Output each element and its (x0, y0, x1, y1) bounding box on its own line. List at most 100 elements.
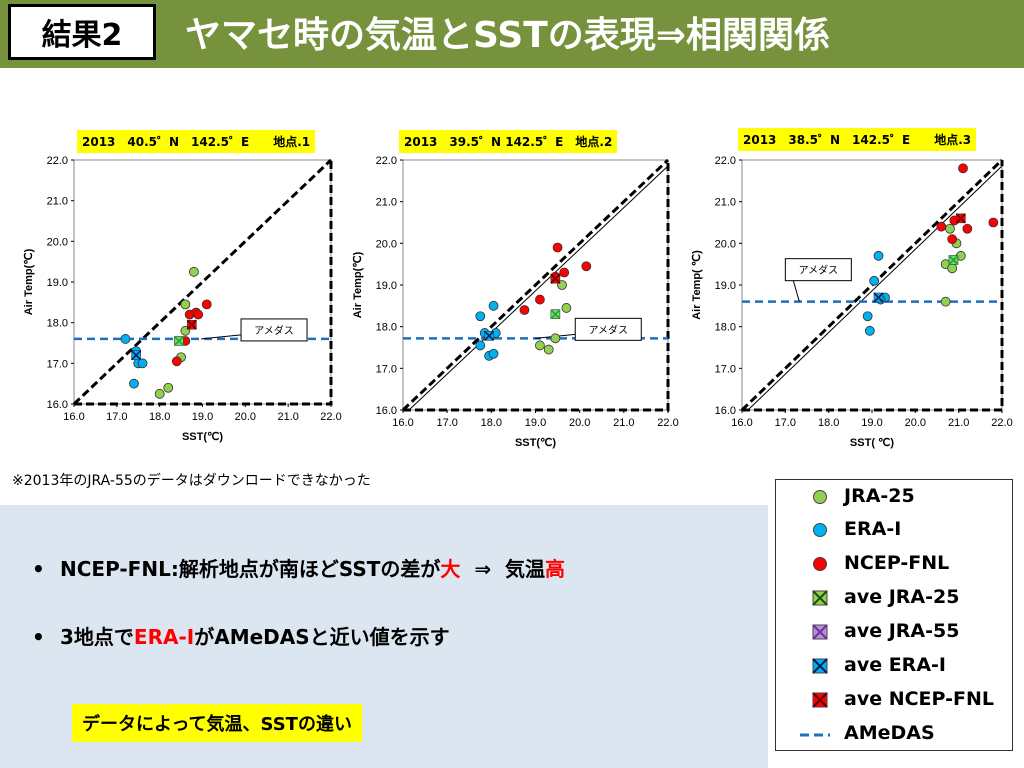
scatter-chart-2: 16.016.0 17.0 17.0 18.0 18.0 19.0 19.0 20.0 20.0… (352, 155, 679, 449)
y-tick-label: 22.0 (715, 155, 736, 167)
average-cross (955, 213, 966, 224)
x-tick-label: 21.0 (613, 417, 634, 429)
y-axis-label: Air Temp( ℃) (691, 250, 703, 320)
data-point (869, 275, 880, 286)
average-cross (173, 335, 185, 347)
data-point (862, 311, 873, 322)
red-x-square-icon (812, 692, 828, 708)
average-cross (550, 273, 561, 284)
data-point (873, 250, 884, 261)
legend-item-ave-ncep: ave NCEP-FNL (776, 687, 1012, 715)
purple-x-square-icon (812, 624, 828, 640)
legend-item-ncep: NCEP-FNL (776, 551, 1012, 579)
data-point (535, 340, 545, 351)
legend-item-ave-jra55: ave JRA-55 (776, 619, 1012, 647)
data-point (488, 348, 499, 359)
data-point (535, 294, 545, 305)
data-point (180, 299, 191, 310)
y-tick-label: 20.0 (715, 238, 736, 250)
data-note: ※2013年のJRA-55のデータはダウンロードできなかった (12, 473, 371, 489)
y-tick-label: 22.0 (376, 155, 397, 167)
average-point (186, 319, 197, 330)
average-point (173, 335, 185, 347)
y-tick-label: 17.0 (47, 358, 68, 370)
amedas-callout (574, 317, 642, 341)
blue-x-square-icon (812, 658, 828, 674)
chart-1-title: 2013 40.5゜N 142.5゜E 地点.1 (77, 130, 316, 153)
scatter-chart-3: 16.016.0 17.0 17.0 18.0 18.0 19.0 19.0 20.0 20.0… (691, 155, 1013, 449)
frame-dashed-line (403, 160, 670, 412)
x-tick-label: 17.0 (436, 417, 457, 429)
data-point (201, 299, 212, 310)
x-tick-label: 18.0 (149, 411, 170, 423)
y-tick-label: 16.0 (376, 405, 397, 417)
y-tick-label: 18.0 (715, 322, 736, 334)
legend-item-ave-jra25: ave JRA-25 (776, 585, 1012, 613)
one-to-one-line (408, 165, 669, 411)
y-tick-label: 16.0 (715, 405, 736, 417)
green-x-square-icon (812, 590, 828, 606)
average-cross (550, 309, 561, 320)
legend-item-ave-erai: ave ERA-I (776, 653, 1012, 681)
x-axis-label: SST(℃) (182, 431, 223, 443)
data-point (958, 163, 968, 174)
x-tick-label: 19.0 (192, 411, 213, 423)
title-bar: 結果2 ヤマセ時の気温とSSTの表現⇒相関関係 (0, 0, 1024, 68)
y-tick-label: 22.0 (47, 155, 68, 167)
y-tick-label: 20.0 (376, 238, 397, 250)
frame-dashed-line (742, 160, 1004, 412)
data-point (936, 221, 947, 232)
x-tick-label: 18.0 (818, 417, 839, 429)
page-title: ヤマセ時の気温とSSTの表現⇒相関関係 (185, 15, 830, 56)
data-point (154, 388, 165, 399)
legend: JRA-25 ERA-I NCEP-FNL ave JRA-25 ave JRA… (775, 479, 1013, 751)
average-cross (131, 350, 142, 361)
x-tick-label: 20.0 (569, 417, 590, 429)
y-tick-label: 18.0 (47, 318, 68, 330)
bullet-2: • 3地点でERA-IがAMeDASと近い値を示す (32, 625, 450, 649)
data-point (947, 234, 958, 245)
average-cross (948, 254, 959, 266)
x-tick-label: 19.0 (861, 417, 882, 429)
data-point (947, 263, 958, 274)
y-tick-label: 21.0 (715, 197, 736, 209)
one-to-one-line (747, 165, 1003, 411)
data-point (988, 217, 999, 228)
data-point (940, 296, 951, 307)
amedas-callout-label: アメダス (799, 264, 839, 277)
data-point (120, 334, 131, 344)
summary-highlight-box: データによって気温、SSTの違い (72, 704, 362, 742)
x-axis-label: SST(℃) (515, 437, 556, 449)
amedas-callout (784, 258, 852, 282)
data-point (519, 305, 530, 315)
y-axis-label: Air Temp(℃) (352, 251, 364, 318)
y-tick-label: 17.0 (715, 363, 736, 375)
bullet-1: • NCEP-FNL:解析地点が南ほどSSTの差が大 ⇒ 気温高 (32, 557, 566, 581)
y-tick-label: 20.0 (47, 236, 68, 248)
y-tick-label: 21.0 (376, 197, 397, 209)
x-tick-label: 21.0 (948, 417, 969, 429)
data-point (137, 358, 148, 369)
x-tick-label: 20.0 (905, 417, 926, 429)
data-point (129, 378, 139, 389)
average-point (131, 350, 142, 361)
average-cross (484, 330, 495, 341)
average-point (948, 254, 959, 266)
x-tick-label: 22.0 (657, 417, 678, 429)
data-point (543, 344, 554, 355)
one-to-one-dashed-line (401, 158, 670, 412)
average-point (550, 309, 561, 320)
y-tick-label: 19.0 (715, 280, 736, 292)
x-axis-label: SST( ℃) (850, 437, 894, 449)
x-tick-label: 16.0 (392, 417, 413, 429)
data-point (189, 266, 199, 277)
blue-circle-icon (813, 523, 827, 537)
data-point (962, 223, 973, 234)
y-tick-label: 16.0 (47, 399, 68, 411)
data-point (864, 325, 875, 336)
red-circle-icon (813, 557, 827, 571)
data-point (550, 333, 561, 344)
y-tick-label: 19.0 (376, 280, 397, 292)
scatter-chart-1: 16.016.0 17.0 17.0 18.0 18.0 19.0 19.0 20.0 20.0… (23, 155, 342, 443)
average-point (873, 292, 884, 303)
